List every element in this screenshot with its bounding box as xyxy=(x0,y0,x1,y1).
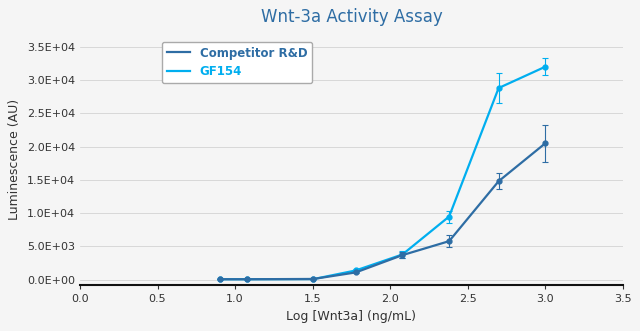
Title: Wnt-3a Activity Assay: Wnt-3a Activity Assay xyxy=(260,8,442,26)
X-axis label: Log [Wnt3a] (ng/mL): Log [Wnt3a] (ng/mL) xyxy=(287,310,417,323)
Legend: Competitor R&D, GF154: Competitor R&D, GF154 xyxy=(162,42,312,83)
Y-axis label: Luminescence (AU): Luminescence (AU) xyxy=(8,99,21,220)
